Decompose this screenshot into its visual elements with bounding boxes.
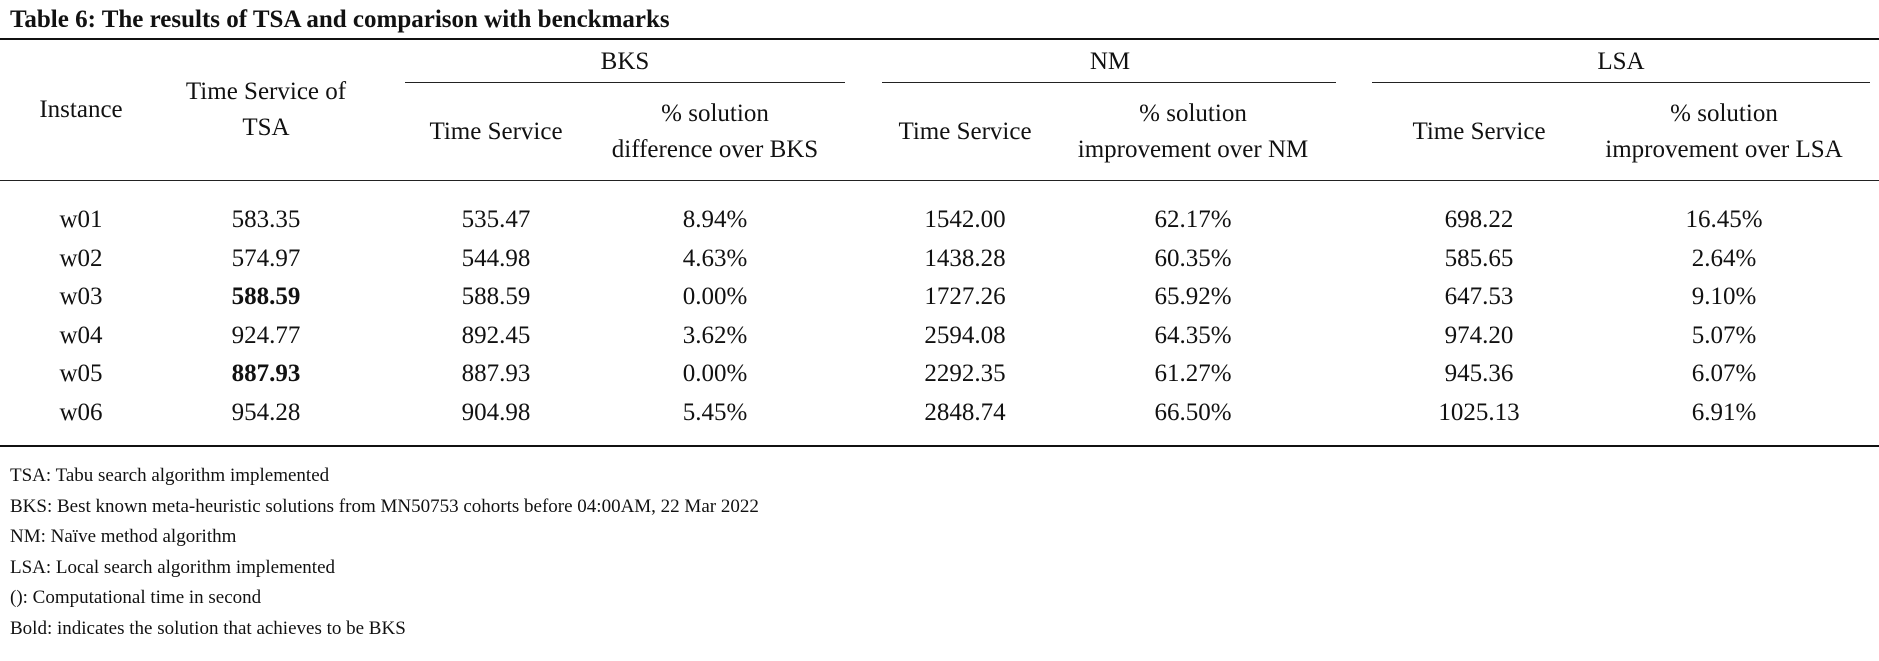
cell-tsa-time: 924.77 (231, 321, 301, 349)
table-row: w02 574.97 544.98 4.63% 1438.28 60.35% 585.65 2… (0, 241, 1879, 279)
cell-bks-pct: 4.63% (682, 244, 748, 272)
col-header-instance: Instance (39, 96, 123, 123)
cell-instance: w06 (59, 398, 103, 426)
table-row: w05 887.93 887.93 0.00% 2292.35 61.27% 945.36 6… (0, 356, 1879, 394)
cell-nm-pct: 62.17% (1154, 206, 1232, 233)
col-header-tsa-line1: Time Service of (185, 78, 347, 105)
header-bottom-rule (0, 180, 1879, 181)
cell-bks-time: 588.59 (461, 283, 531, 310)
cell-lsa-time: 647.53 (1444, 283, 1514, 310)
cell-bks-pct: 8.94% (682, 206, 748, 233)
cell-nm-pct: 66.50% (1154, 398, 1232, 426)
cell-lsa-time: 1025.13 (1438, 398, 1520, 426)
table-row: w04 924.77 892.45 3.62% 2594.08 64.35% 974.20 5… (0, 318, 1879, 356)
group-rule-lsa (1372, 82, 1870, 83)
table-note: (): Computational time in second (10, 587, 262, 608)
col-header-lsa-pct-line1: % solution (1670, 100, 1778, 127)
cell-instance: w04 (59, 321, 103, 349)
cell-lsa-time: 585.65 (1444, 244, 1514, 272)
table-caption: Table 6: The results of TSA and comparis… (10, 6, 670, 33)
cell-tsa-time: 574.97 (231, 244, 301, 272)
cell-nm-time: 1727.26 (924, 283, 1006, 310)
table-bottom-rule (0, 445, 1879, 447)
cell-lsa-pct: 5.07% (1691, 321, 1757, 349)
col-header-bks-pct-line2: difference over BKS (611, 136, 819, 163)
col-header-lsa-time: Time Service (1412, 118, 1546, 145)
cell-bks-pct: 5.45% (682, 398, 748, 426)
cell-bks-time: 892.45 (461, 321, 531, 349)
group-header-bks: BKS (600, 48, 650, 75)
cell-bks-time: 887.93 (461, 360, 531, 387)
group-rule-nm (882, 82, 1336, 83)
group-header-nm: NM (1089, 48, 1131, 75)
col-header-nm-pct-line2: improvement over NM (1077, 136, 1309, 163)
cell-nm-time: 2292.35 (924, 360, 1006, 387)
cell-lsa-time: 698.22 (1444, 206, 1514, 233)
col-header-tsa-line2: TSA (242, 114, 290, 141)
group-header-lsa: LSA (1597, 48, 1645, 75)
cell-tsa-time: 588.59 (231, 283, 301, 310)
col-header-nm-pct-line1: % solution (1139, 100, 1247, 127)
table-note: Bold: indicates the solution that achiev… (10, 617, 406, 639)
table-note: TSA: Tabu search algorithm implemented (10, 465, 330, 486)
cell-bks-pct: 0.00% (682, 360, 748, 387)
table-note: LSA: Local search algorithm implemented (10, 556, 336, 578)
cell-instance: w03 (59, 283, 103, 310)
table-note: BKS: Best known meta-heuristic solutions… (10, 495, 759, 517)
col-header-bks-pct-line1: % solution (661, 100, 769, 127)
cell-lsa-pct: 2.64% (1691, 244, 1757, 272)
table-top-rule (0, 38, 1879, 40)
cell-tsa-time: 954.28 (231, 398, 301, 426)
cell-instance: w02 (59, 244, 103, 272)
cell-bks-pct: 0.00% (682, 283, 748, 310)
cell-bks-time: 544.98 (461, 244, 531, 272)
cell-bks-time: 904.98 (461, 398, 531, 426)
cell-instance: w01 (59, 206, 103, 233)
cell-nm-pct: 64.35% (1154, 321, 1232, 349)
cell-bks-pct: 3.62% (682, 321, 748, 349)
table-note: NM: Naïve method algorithm (10, 526, 237, 547)
cell-lsa-pct: 6.07% (1691, 360, 1757, 387)
cell-nm-time: 2848.74 (924, 398, 1006, 426)
cell-nm-time: 2594.08 (924, 321, 1006, 349)
cell-tsa-time: 583.35 (231, 206, 301, 233)
table-row: w01 583.35 535.47 8.94% 1542.00 62.17% 698.22 1… (0, 202, 1879, 240)
table-row: w03 588.59 588.59 0.00% 1727.26 65.92% 647.53 9… (0, 279, 1879, 317)
cell-lsa-pct: 16.45% (1685, 206, 1763, 233)
col-header-nm-time: Time Service (898, 118, 1032, 145)
cell-lsa-time: 974.20 (1444, 321, 1514, 349)
cell-nm-pct: 61.27% (1154, 360, 1232, 387)
cell-nm-time: 1542.00 (924, 206, 1006, 233)
cell-lsa-pct: 6.91% (1691, 398, 1757, 426)
cell-nm-pct: 60.35% (1154, 244, 1232, 272)
cell-tsa-time: 887.93 (231, 360, 301, 387)
group-rule-bks (405, 82, 845, 83)
cell-instance: w05 (59, 360, 103, 387)
col-header-lsa-pct-line2: improvement over LSA (1605, 136, 1843, 163)
cell-nm-time: 1438.28 (924, 244, 1006, 272)
cell-lsa-time: 945.36 (1444, 360, 1514, 387)
cell-bks-time: 535.47 (461, 206, 531, 233)
cell-nm-pct: 65.92% (1154, 283, 1232, 310)
col-header-bks-time: Time Service (429, 118, 563, 145)
cell-lsa-pct: 9.10% (1691, 283, 1757, 310)
table-row: w06 954.28 904.98 5.45% 2848.74 66.50% 1025.13… (0, 395, 1879, 433)
